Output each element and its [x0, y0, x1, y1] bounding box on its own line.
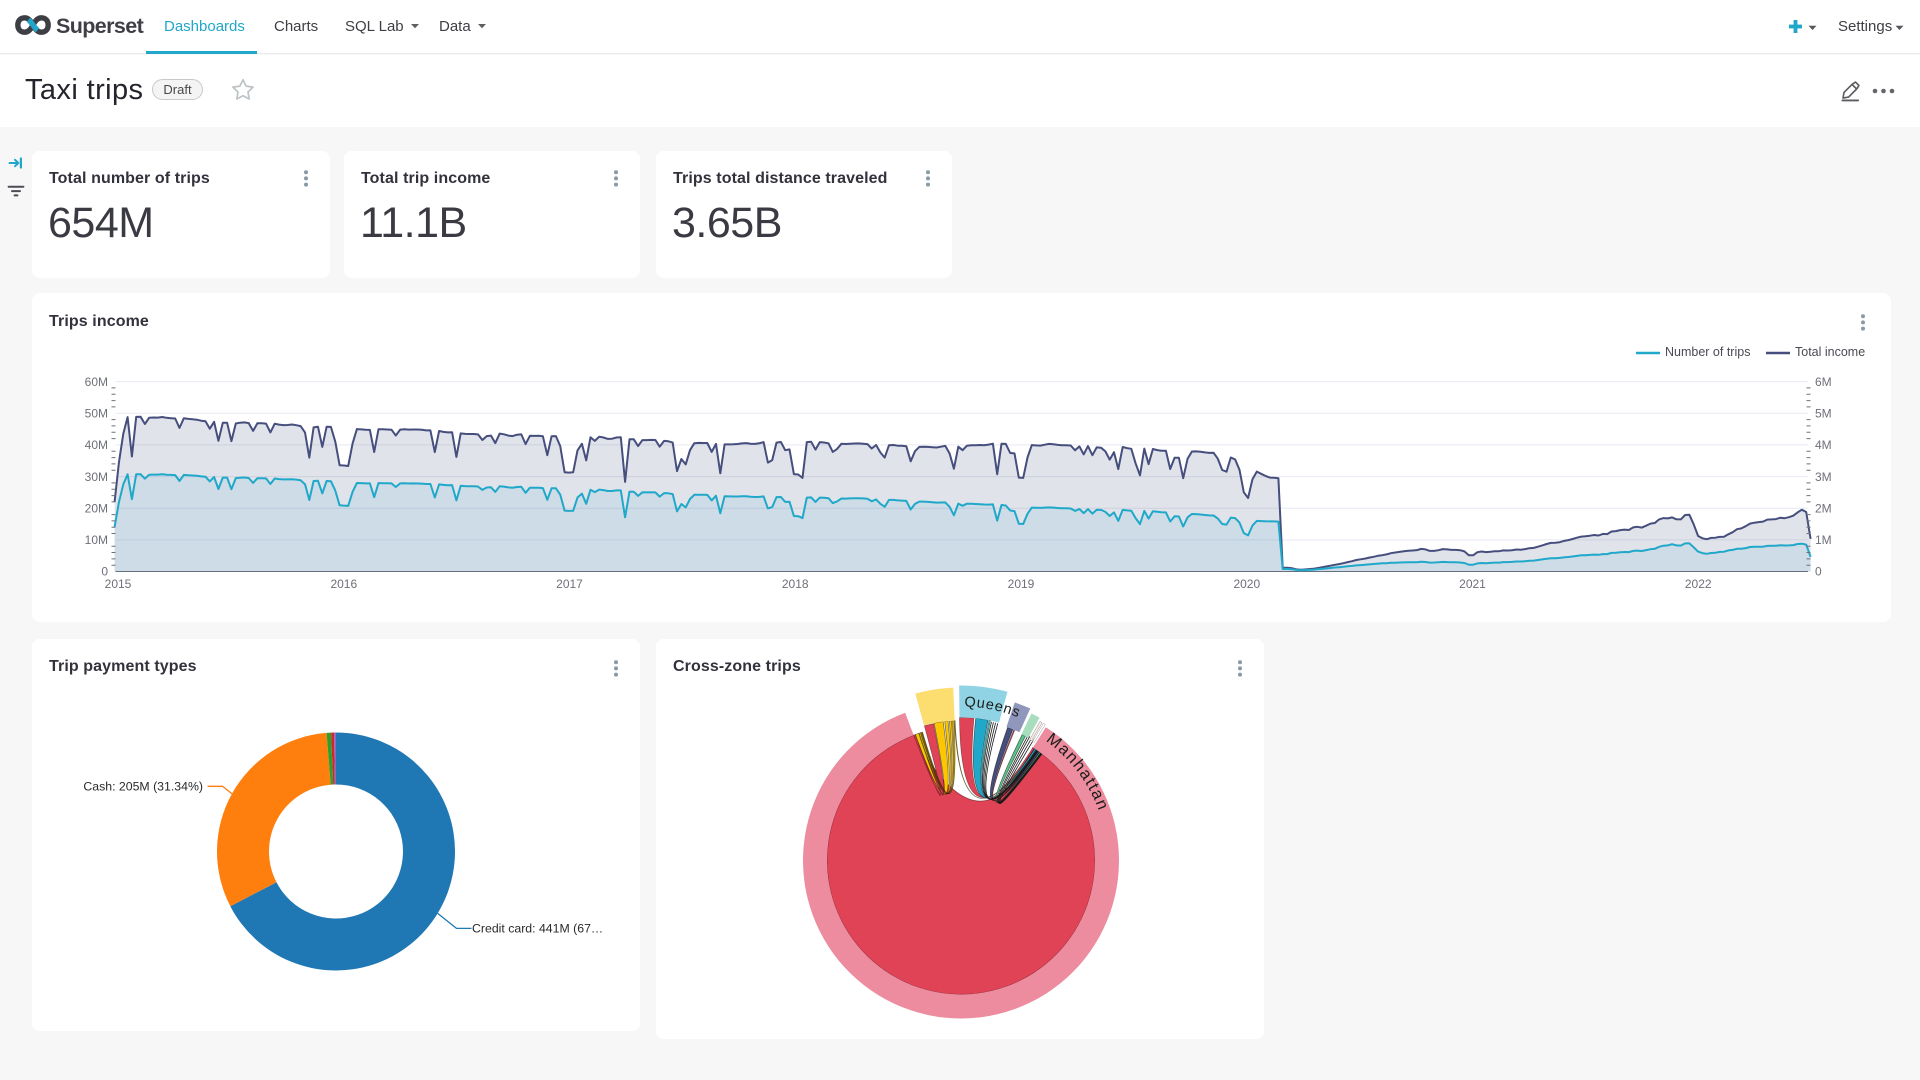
- svg-text:Credit card: 441M (67…: Credit card: 441M (67…: [472, 922, 603, 936]
- svg-text:30M: 30M: [85, 470, 108, 484]
- svg-text:2020: 2020: [1233, 577, 1260, 591]
- svg-text:2M: 2M: [1815, 501, 1832, 515]
- svg-text:6M: 6M: [1815, 375, 1832, 389]
- svg-text:40M: 40M: [85, 438, 108, 452]
- svg-text:2019: 2019: [1008, 577, 1035, 591]
- svg-text:2018: 2018: [782, 577, 809, 591]
- svg-text:4M: 4M: [1815, 438, 1832, 452]
- svg-text:0: 0: [1815, 565, 1822, 579]
- svg-text:10M: 10M: [85, 533, 108, 547]
- svg-text:5M: 5M: [1815, 407, 1832, 421]
- svg-text:2017: 2017: [556, 577, 583, 591]
- svg-text:1M: 1M: [1815, 533, 1832, 547]
- svg-text:50M: 50M: [85, 407, 108, 421]
- svg-text:20M: 20M: [85, 501, 108, 515]
- svg-text:2022: 2022: [1685, 577, 1712, 591]
- svg-text:60M: 60M: [85, 375, 108, 389]
- svg-text:2016: 2016: [330, 577, 357, 591]
- svg-text:2015: 2015: [105, 577, 132, 591]
- svg-text:3M: 3M: [1815, 470, 1832, 484]
- svg-text:2021: 2021: [1459, 577, 1486, 591]
- svg-text:0: 0: [101, 565, 108, 579]
- svg-text:Cash: 205M (31.34%): Cash: 205M (31.34%): [83, 780, 203, 794]
